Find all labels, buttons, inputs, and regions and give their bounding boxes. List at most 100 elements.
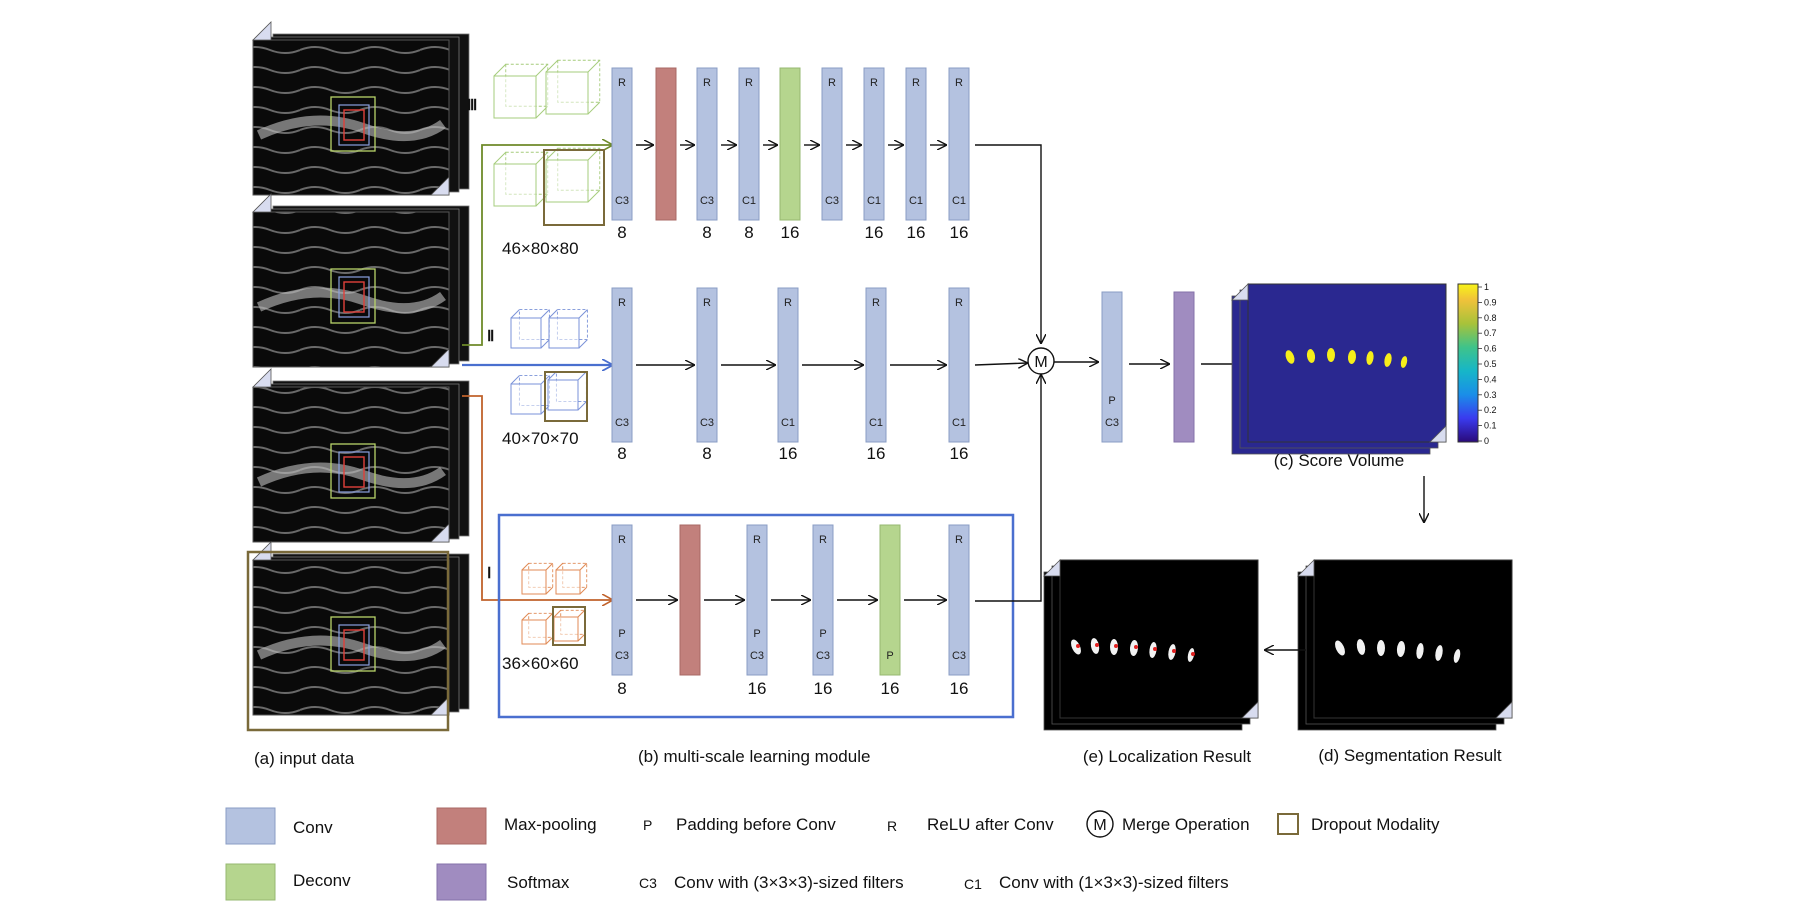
cube-edge — [555, 562, 564, 571]
branch-ii-layer-3-filter-count: 16 — [779, 444, 798, 463]
branch-ii-layer-2-conv — [696, 287, 718, 443]
branch-i-layer-3-relu-tag: R — [753, 534, 761, 546]
segmentation-volume-vertebra-5 — [1416, 643, 1424, 659]
branch-ii-layer-1-relu-tag: R — [618, 297, 626, 309]
cube-i-1 — [521, 562, 554, 595]
legend-padding-label: Padding before Conv — [676, 815, 836, 834]
branch-iii-layer-9-relu-tag: R — [955, 77, 963, 89]
score-volume-vertebra-5 — [1366, 351, 1374, 365]
score-volume-front-slice — [1247, 283, 1447, 443]
localization-volume-centroid-7 — [1191, 652, 1195, 656]
branch-ii-layer-5-relu-tag: R — [955, 297, 963, 309]
localization-volume-vertebra-6 — [1168, 644, 1176, 660]
roi-scale-i — [343, 456, 365, 488]
colorbar-tick-label: 0.2 — [1484, 405, 1497, 415]
branch-ii-layer-4-relu-tag: R — [872, 297, 880, 309]
cube-edge — [545, 612, 554, 621]
branch-ii-layer-2-tag-c3: C3 — [700, 417, 714, 429]
legend-merge-glyph: M — [1093, 817, 1106, 834]
score-volume-vertebra-1 — [1285, 350, 1295, 364]
localization-volume-centroid-3 — [1114, 644, 1118, 648]
cube-edge — [578, 339, 588, 349]
legend-merge-label: Merge Operation — [1122, 815, 1250, 834]
cube-edge — [535, 151, 549, 165]
branch-iii-layer-3-relu-tag: R — [703, 77, 711, 89]
localization-volume-vertebra-3 — [1110, 639, 1118, 655]
cube-edge — [553, 609, 562, 618]
colorbar-tick-label: 0.3 — [1484, 390, 1497, 400]
roi-scale-ii — [338, 276, 370, 318]
corner-fold-bottom — [430, 523, 450, 543]
multi-scale-module-box — [497, 513, 1015, 719]
input-volume-slice — [252, 39, 450, 196]
legend-relu-glyph: R — [887, 818, 897, 834]
post-merge-conv-c3-tag: C3 — [1105, 417, 1119, 429]
localization-volume-centroid-6 — [1172, 649, 1176, 653]
roi-scale-ii — [338, 624, 370, 666]
cube-edge — [577, 633, 586, 642]
input-volume-4 — [252, 541, 470, 716]
caption-localization-result: (e) Localization Result — [1083, 747, 1251, 766]
input-volume-1 — [252, 21, 470, 196]
post-merge-conv-layer — [1101, 291, 1123, 443]
legend-deconv-label: Deconv — [293, 871, 351, 890]
segmentation-volume-vertebra-7 — [1453, 649, 1461, 663]
cube-i-3 — [521, 612, 554, 645]
cube-front-face — [510, 383, 542, 415]
branch-iii-layer-1-filter-count: 8 — [617, 223, 626, 242]
cube-front-face — [521, 569, 547, 595]
scale-iii-dims: 46×80×80 — [502, 239, 579, 258]
branch-i-layer-4-tag-p: P — [819, 628, 826, 640]
colorbar-tick-label: 1 — [1484, 282, 1489, 292]
localization-volume-vertebra-7 — [1187, 648, 1195, 662]
branch-i-layer-4-relu-tag: R — [819, 534, 827, 546]
branch-i-layer-4-tag-c3: C3 — [816, 650, 830, 662]
cube-front-face — [493, 75, 537, 119]
cube-edge — [587, 59, 601, 73]
branch-iii-layer-8-tag-c1: C1 — [909, 195, 923, 207]
score-volume-vertebra-7 — [1400, 356, 1408, 368]
caption-segmentation-result: (d) Segmentation Result — [1318, 746, 1502, 765]
localization-volume-vertebra-1 — [1071, 639, 1081, 655]
legend: Conv Max-pooling Deconv Softmax P Paddin… — [225, 807, 1440, 901]
localization-volume-vertebra-4 — [1129, 640, 1139, 656]
colorbar — [1457, 283, 1479, 443]
cube-edge — [545, 586, 554, 595]
cube-edge — [545, 59, 559, 73]
legend-c3-label: Conv with (3×3×3)-sized filters — [674, 873, 904, 892]
colorbar-tick-label: 0.6 — [1484, 344, 1497, 354]
branch-i-layer-1-tag-c3: C3 — [615, 650, 629, 662]
segmentation-result-stack — [1297, 559, 1513, 731]
scale-iii-label: Ⅲ — [467, 98, 477, 114]
cube-edge — [587, 101, 601, 115]
branch-iii-layer-7-tag-c1: C1 — [867, 195, 881, 207]
branch-i-layer-6-conv — [948, 524, 970, 676]
cube-edge — [521, 562, 530, 571]
legend-relu-label: ReLU after Conv — [927, 815, 1054, 834]
branch-ii-layers: R C3 8 R C3 8 R C1 16 R C1 16 R C1 16 — [611, 287, 970, 463]
cube-edge — [540, 309, 550, 319]
spine-band — [256, 287, 446, 313]
cube-edge — [535, 63, 549, 77]
colorbar-tick-label: 0.7 — [1484, 328, 1497, 338]
branch-i-layer-1-relu-tag: R — [618, 534, 626, 546]
input-volume-slice — [252, 211, 450, 368]
branch-iii-layer-1-conv — [611, 67, 633, 221]
cube-front-face — [493, 163, 537, 207]
localization-volume-centroid-1 — [1076, 644, 1080, 648]
localization-volume-centroid-2 — [1095, 643, 1099, 647]
dropout-box-i — [552, 606, 586, 646]
branch-iii-layer-7-conv — [863, 67, 885, 221]
branch-i-layer-5-filter-count: 16 — [881, 679, 900, 698]
branch-iii-layers: R C3 8 R C3 8 R C1 8 16 R C3 R C1 16 R C1 16 R C1 16 — [611, 67, 970, 242]
branch-iii-layer-3-conv — [696, 67, 718, 221]
cube-ii-4 — [547, 371, 587, 411]
legend-c3-glyph: C3 — [639, 875, 657, 891]
cube-edge — [577, 401, 587, 411]
branch-iii-layer-6-tag-c3: C3 — [825, 195, 839, 207]
score-volume-vertebra-2 — [1306, 349, 1316, 363]
legend-merge-icon — [1086, 810, 1114, 838]
branch-iii-layer-9-tag-c1: C1 — [952, 195, 966, 207]
branch-i-layers: R P C3 8 R P C3 16 R P C3 16 P 16 R C3 16 — [611, 524, 970, 698]
branch-iii-layer-5-filter-count: 16 — [781, 223, 800, 242]
